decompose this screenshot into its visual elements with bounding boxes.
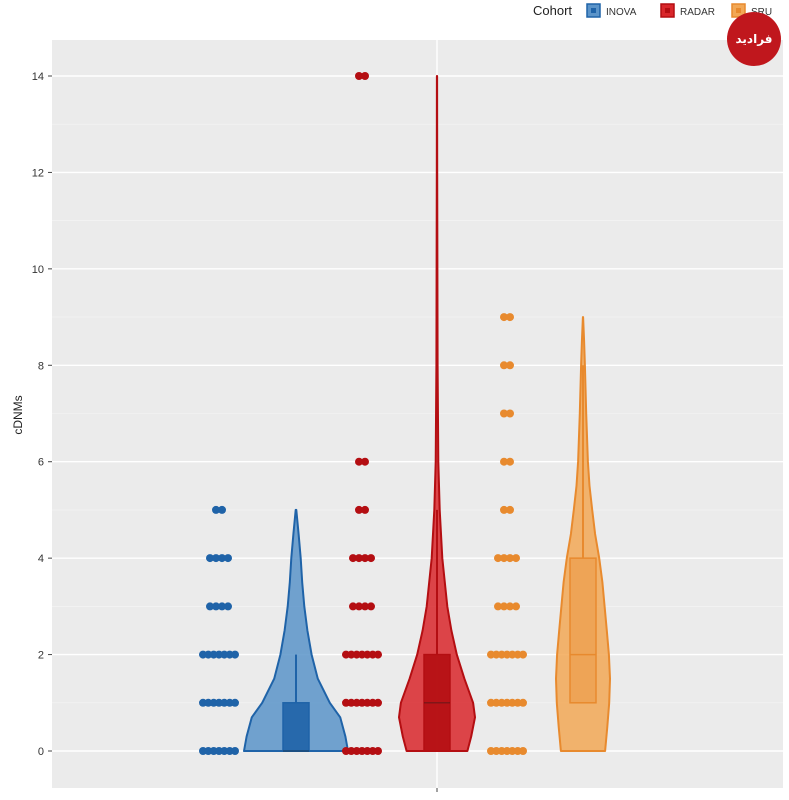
point-sru (512, 602, 520, 611)
point-radar (355, 554, 363, 563)
y-tick-label: 14 (32, 71, 44, 83)
legend-key-inner (736, 8, 741, 13)
point-inova (206, 554, 214, 563)
point-sru (500, 409, 508, 418)
y-tick-label: 6 (38, 457, 44, 469)
point-sru (500, 602, 508, 611)
point-sru (512, 554, 520, 563)
point-inova (224, 554, 232, 563)
series-radar (342, 72, 476, 755)
point-radar (361, 602, 369, 611)
watermark-logo: فرادید (727, 12, 781, 66)
y-axis-title: cDNMs (11, 395, 25, 434)
point-sru (500, 554, 508, 563)
point-inova (231, 698, 239, 707)
point-sru (519, 747, 527, 755)
point-sru (506, 313, 514, 322)
y-tick-label: 10 (32, 264, 44, 276)
point-radar (361, 457, 369, 466)
box-inova (282, 702, 310, 752)
y-tick-label: 0 (38, 746, 44, 758)
point-sru (506, 457, 514, 466)
point-inova (231, 747, 239, 755)
point-radar (374, 698, 382, 707)
point-sru (500, 313, 508, 322)
y-tick-label: 4 (38, 553, 44, 565)
point-radar (349, 554, 357, 563)
point-radar (355, 505, 363, 514)
y-tick-label: 2 (38, 650, 44, 662)
legend-key-inner (591, 8, 596, 13)
y-tick-label: 12 (32, 167, 44, 179)
point-sru (506, 602, 514, 611)
point-radar (374, 650, 382, 659)
box-radar (423, 653, 451, 752)
point-sru (500, 457, 508, 466)
point-sru (494, 554, 502, 563)
violin-radar (398, 75, 476, 752)
point-inova (212, 505, 220, 514)
point-radar (361, 72, 369, 80)
point-sru (506, 505, 514, 514)
point-radar (367, 602, 375, 611)
point-inova (212, 554, 220, 563)
series-inova (199, 505, 349, 755)
point-inova (212, 602, 220, 611)
point-radar (349, 602, 357, 611)
box-sru (569, 557, 597, 704)
point-sru (519, 698, 527, 707)
violin-inova (243, 508, 349, 752)
point-sru (500, 505, 508, 514)
point-sru (519, 650, 527, 659)
legend-key-inner (665, 8, 670, 13)
point-inova (206, 602, 214, 611)
point-sru (500, 361, 508, 370)
legend-label-inova: INOVA (606, 7, 637, 18)
point-inova (231, 650, 239, 659)
point-sru (506, 554, 514, 563)
point-radar (355, 602, 363, 611)
point-inova (218, 602, 226, 611)
legend-label-radar: RADAR (680, 7, 715, 18)
point-radar (355, 72, 363, 80)
series-sru (487, 313, 611, 755)
point-inova (218, 554, 226, 563)
point-radar (355, 457, 363, 466)
point-radar (374, 747, 382, 755)
point-sru (506, 361, 514, 370)
y-tick-label: 8 (38, 360, 44, 372)
legend-title: Cohort (533, 3, 572, 18)
point-radar (361, 554, 369, 563)
point-sru (494, 602, 502, 611)
point-sru (506, 409, 514, 418)
point-radar (361, 505, 369, 514)
point-inova (218, 505, 226, 514)
point-radar (367, 554, 375, 563)
point-inova (224, 602, 232, 611)
